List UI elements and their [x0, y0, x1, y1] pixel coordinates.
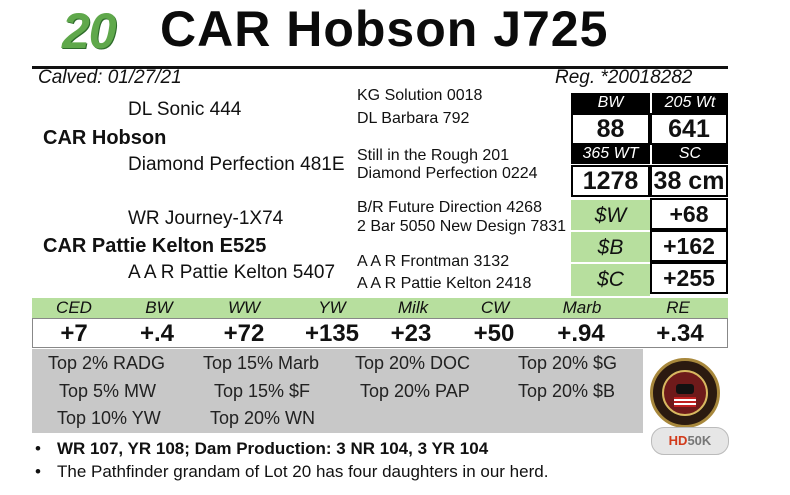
sc-label: SC [652, 144, 728, 164]
flag-icon [674, 397, 696, 407]
percentile-item: Top 15% Marb [203, 353, 320, 373]
percentile-item: Top 5% MW [59, 381, 157, 401]
breed-seal-logo [650, 358, 720, 428]
dam-dam-dam: A A R Pattie Kelton 2418 [357, 275, 532, 292]
sire-dam-dam: Diamond Perfection 0224 [357, 165, 538, 182]
percentile-item: Top 20% WN [210, 408, 316, 428]
percentile-item: Top 20% $B [518, 381, 616, 401]
epd-label-ced: CED [56, 298, 92, 317]
registration-number: Reg. *20018282 [555, 67, 693, 88]
dam: CAR Pattie Kelton E525 [43, 235, 267, 257]
calved-date: Calved: 01/27/21 [38, 67, 182, 88]
epd-value-cw: +50 [473, 320, 515, 347]
percentile-item: Top 20% PAP [360, 381, 470, 401]
index-value-b: +162 [650, 230, 728, 262]
epd-value-milk: +23 [390, 320, 432, 347]
epd-value-bw: +.4 [139, 320, 175, 347]
index-label-b: $B [571, 230, 650, 264]
sire-sire-dam: DL Barbara 792 [357, 110, 470, 127]
index-value-c: +255 [650, 262, 728, 294]
dam-sire: WR Journey-1X74 [128, 208, 284, 229]
weight-365-label: 365 WT [571, 144, 650, 164]
hd50k-suffix: 50K [687, 433, 712, 448]
epd-value-yw: +135 [304, 320, 360, 347]
epd-label-milk: Milk [397, 298, 429, 317]
bullet-dot-icon: • [35, 439, 41, 458]
sire-sire-sire: KG Solution 0018 [357, 87, 483, 104]
percentile-item: Top 20% DOC [355, 353, 471, 373]
sire-dam: Diamond Perfection 481E [128, 154, 345, 175]
bw-value: 88 [571, 113, 650, 145]
index-label-w: $W [571, 198, 650, 232]
epd-label-yw: YW [318, 298, 346, 317]
weight-205-label: 205 Wt [652, 93, 728, 113]
sc-value: 38 cm [650, 165, 728, 197]
epd-label-marb: Marb [562, 298, 602, 317]
percentile-item: Top 2% RADG [48, 353, 166, 373]
dam-sire-dam: 2 Bar 5050 New Design 7831 [357, 218, 567, 235]
index-value-w: +68 [650, 198, 728, 230]
header-rule [32, 66, 728, 69]
bullet-note: The Pathfinder grandam of Lot 20 has fou… [57, 462, 549, 481]
epd-label-cw: CW [480, 298, 510, 317]
epd-value-re: +.34 [656, 320, 704, 347]
seal-emblem [662, 370, 708, 416]
weight-365-value: 1278 [571, 165, 650, 197]
sire: CAR Hobson [43, 127, 167, 149]
dam-dam: A A R Pattie Kelton 5407 [128, 262, 336, 283]
epd-label-re: RE [666, 298, 690, 317]
lot-number: 20 [62, 3, 117, 59]
epd-value-marb: +.94 [557, 320, 605, 347]
percentile-item: Top 10% YW [57, 408, 161, 428]
epd-header-band [32, 298, 728, 318]
epd-label-bw: BW [145, 298, 173, 317]
epd-label-ww: WW [227, 298, 261, 317]
dam-sire-sire: B/R Future Direction 4268 [357, 199, 542, 216]
cow-icon [676, 384, 694, 394]
animal-name: CAR Hobson J725 [160, 1, 609, 57]
percentiles-panel [32, 349, 643, 433]
hd50k-prefix: HD [668, 433, 688, 448]
index-label-c: $C [571, 262, 650, 296]
weight-205-value: 641 [650, 113, 728, 145]
dam-dam-sire: A A R Frontman 3132 [357, 253, 510, 270]
epd-value-ww: +72 [223, 320, 265, 347]
epd-values-band [32, 318, 728, 348]
sire-dam-sire: Still in the Rough 201 [357, 147, 510, 164]
percentile-item: Top 15% $F [214, 381, 311, 401]
sire-sire: DL Sonic 444 [128, 99, 242, 120]
percentile-item: Top 20% $G [518, 353, 618, 373]
bullet-dot-icon: • [35, 462, 41, 481]
bullet-production: WR 107, YR 108; Dam Production: 3 NR 104… [57, 439, 489, 458]
hd50k-logo: HD50K [651, 427, 729, 455]
bw-label: BW [571, 93, 650, 113]
epd-value-ced: +7 [60, 320, 88, 347]
